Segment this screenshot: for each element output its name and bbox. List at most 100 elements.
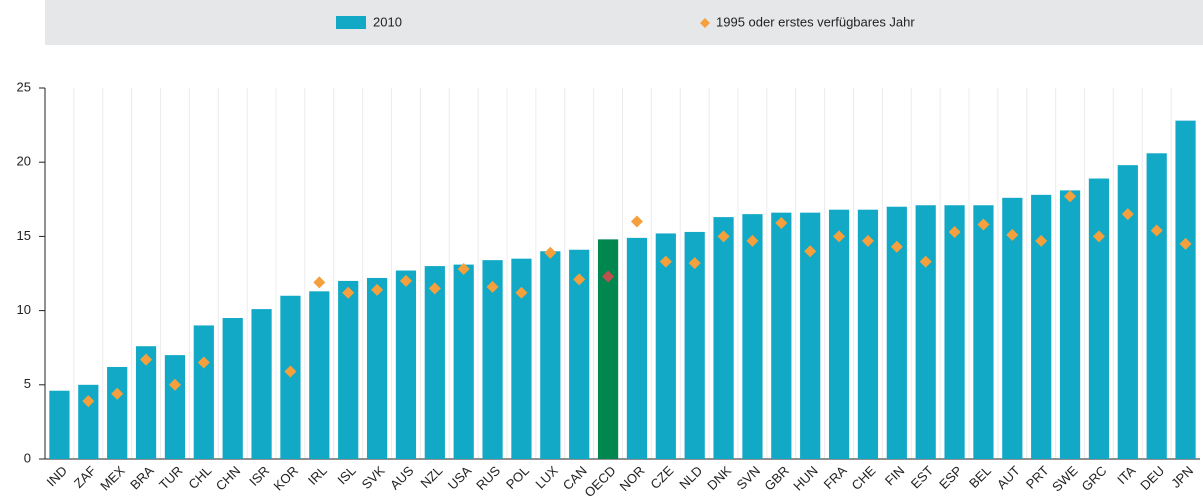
x-tick-label: DEU [1137,463,1167,493]
x-tick-label: SVK [359,463,388,492]
marker [977,218,990,231]
bar [251,309,272,459]
marker [659,255,672,268]
y-tick-label: 15 [17,228,31,243]
x-tick-label: CHL [185,463,214,492]
x-tick-label: EST [908,463,937,492]
bar [742,214,763,459]
bar [1146,153,1167,459]
bar [857,209,879,459]
x-tick-label: ITA [1114,463,1138,487]
marker [688,257,701,270]
marker [140,353,153,366]
bar [164,355,186,459]
x-tick-label: MEX [97,463,128,494]
bar [944,205,965,459]
x-tick-label: LUX [532,463,561,492]
marker [1150,224,1163,237]
x-tick-label: DNK [704,463,734,493]
bar [800,212,821,459]
x-tick-label: CHN [213,463,244,494]
marker [948,225,961,238]
x-tick-label: CZE [647,463,676,492]
marker [457,263,470,276]
marker [399,274,412,287]
bar [973,205,994,459]
marker [428,282,441,295]
marker [371,283,384,296]
marker [544,246,557,259]
x-tick-label: GBR [761,463,792,494]
bar [771,212,792,459]
marker [284,365,297,378]
x-tick-label: PRT [1023,463,1052,492]
marker [1006,228,1019,241]
marker [890,240,903,253]
x-tick-label: IRL [305,463,330,488]
x-tick-label: ZAF [71,463,99,491]
bar [511,258,532,459]
x-tick-label: BEL [966,463,994,491]
marker [82,395,95,408]
bar [828,209,850,459]
x-tick-label: FRA [821,463,850,492]
marker [919,255,932,268]
bar [1088,178,1110,460]
legend-swatch [700,18,710,28]
bar [886,206,907,459]
marker [111,387,124,400]
bar [626,237,648,459]
marker [1121,208,1134,221]
x-tick-label: SWE [1049,463,1081,495]
marker [1092,230,1105,243]
marker [515,286,528,299]
marker [197,356,210,369]
legend-box [45,0,1203,45]
bar [424,266,445,459]
bar [684,231,705,459]
x-tick-label: BRA [127,463,157,493]
x-tick-label: TUR [156,463,185,492]
bar [1002,197,1023,460]
marker [486,280,499,293]
x-tick-label: IND [44,463,70,489]
marker [313,276,326,289]
bar [1059,190,1081,459]
y-tick-label: 5 [24,376,31,391]
bar [1117,165,1138,459]
x-tick-label: OECD [581,463,618,500]
marker [602,270,615,283]
x-tick-label: SVN [733,463,763,493]
bar [78,384,99,459]
marker [1064,190,1077,203]
marker [804,245,817,258]
x-tick-label: FIN [882,463,907,488]
bar [713,217,734,459]
bar [569,249,590,459]
x-tick-label: RUS [473,463,503,493]
marker [775,217,788,230]
bar [193,325,214,459]
bar [135,346,157,459]
y-tick-label: 20 [17,154,31,169]
marker [746,234,759,247]
bar [915,205,936,459]
x-tick-label: ESP [936,463,965,492]
legend-label: 2010 [373,14,402,29]
x-tick-label: AUS [387,463,417,493]
marker [630,215,643,228]
x-tick-label: ISL [334,463,358,487]
bar [655,233,676,459]
y-tick-label: 10 [17,302,31,317]
marker [1179,237,1192,250]
bar [309,291,330,459]
marker [833,230,846,243]
y-tick-label: 25 [17,79,31,94]
marker [861,234,874,247]
bar [107,366,128,459]
x-tick-label: AUT [994,463,1023,492]
legend-label: 1995 oder erstes verfügbares Jahr [716,14,915,29]
bar [1175,120,1196,459]
x-tick-label: NZL [417,463,445,491]
